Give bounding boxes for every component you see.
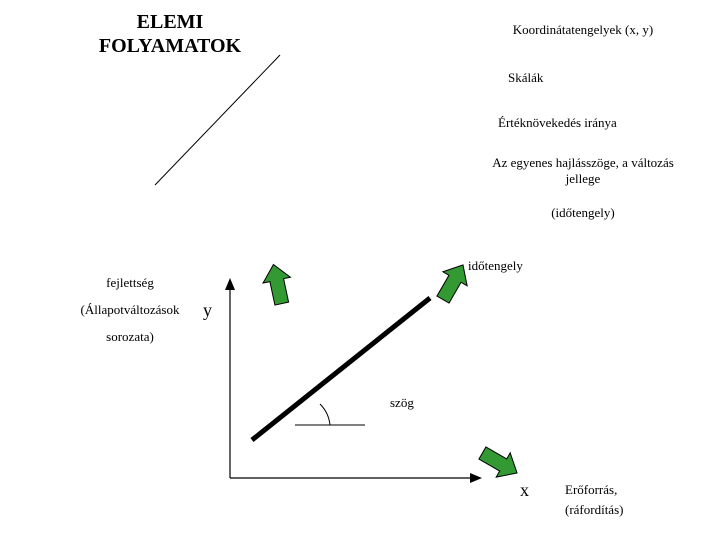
right-item-4: (időtengely) [488,205,678,221]
title-line1: ELEMI [137,11,204,33]
left-line2: (Állapotváltozások [65,302,195,319]
right-item-1: Skálák [488,70,678,86]
right-line2: (ráfordítás) [565,500,623,520]
label-idotengely: időtengely [468,258,523,274]
right-item-2: Értéknövekedés iránya [488,115,678,131]
right-item-0: Koordinátatengelyek (x, y) [488,22,678,38]
right-label-block: Erőforrás, (ráfordítás) [565,480,623,519]
label-szog: szög [390,395,414,411]
arrow-y [258,262,298,310]
left-label-block: fejlettség (Állapotváltozások sorozata) [65,275,195,346]
left-line1: fejlettség [65,275,195,292]
right-item-3: Az egyenes hajlásszöge, a változás jelle… [488,155,678,186]
left-line3: sorozata) [65,329,195,346]
main-title: ELEMI FOLYAMATOK [80,10,260,58]
title-line2: FOLYAMATOK [99,35,241,57]
right-line1: Erőforrás, [565,480,623,500]
arrow-x [476,438,520,486]
label-y: y [203,300,212,321]
label-x: x [520,480,529,501]
